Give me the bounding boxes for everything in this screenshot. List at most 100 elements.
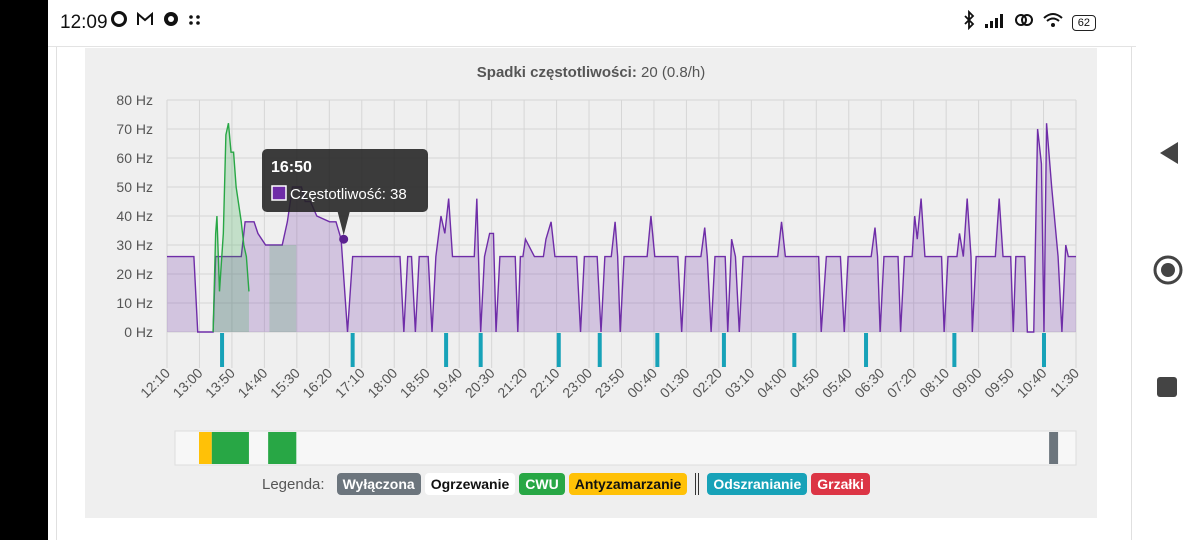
status-bar: 12:09 bbox=[48, 0, 1136, 46]
back-icon[interactable] bbox=[1156, 140, 1180, 171]
x-tick-label: 04:50 bbox=[786, 365, 822, 401]
signal-icon bbox=[984, 11, 1006, 34]
y-tick-label: 80 Hz bbox=[116, 92, 153, 108]
y-tick-label: 30 Hz bbox=[116, 237, 153, 253]
x-tick-label: 19:40 bbox=[429, 365, 465, 401]
legend-title: Legenda: bbox=[262, 475, 325, 493]
sync-icon bbox=[1014, 11, 1034, 34]
mode-bar-track bbox=[174, 430, 1077, 466]
y-tick-label: 70 Hz bbox=[116, 121, 153, 137]
chart-grid bbox=[166, 99, 1077, 368]
tooltip-point bbox=[339, 234, 349, 244]
x-tick-label: 23:00 bbox=[559, 365, 595, 401]
legend-item-antyzamarzanie: Antyzamarzanie bbox=[568, 473, 688, 495]
defrost-marker bbox=[556, 333, 561, 367]
defrost-marker bbox=[952, 333, 957, 367]
legend-item-odszranianie: Odszranianie bbox=[707, 473, 808, 495]
tooltip-swatch bbox=[271, 185, 287, 201]
y-tick-label: 0 Hz bbox=[124, 324, 153, 340]
y-tick-label: 50 Hz bbox=[116, 179, 153, 195]
chrome-icon bbox=[162, 10, 180, 33]
legend-item-cwu: CWU bbox=[519, 473, 565, 495]
legend: Legenda: Wyłączona Ogrzewanie CWU Antyza… bbox=[262, 472, 870, 496]
x-tick-label: 16:20 bbox=[299, 365, 335, 401]
x-tick-label: 17:10 bbox=[332, 365, 368, 401]
chart-series bbox=[167, 123, 1076, 333]
legend-separator bbox=[695, 473, 700, 495]
more-dots-icon bbox=[188, 10, 202, 33]
phone-screen: 12:09 bbox=[48, 0, 1136, 540]
frequency-chart[interactable]: 0 Hz 10 Hz 20 Hz 30 Hz 40 Hz 50 Hz 60 Hz 70 Hz 8… bbox=[48, 0, 1136, 540]
series-area bbox=[213, 123, 249, 332]
y-tick-label: 40 Hz bbox=[116, 208, 153, 224]
status-time: 12:09 bbox=[60, 12, 108, 33]
x-tick-label: 14:40 bbox=[234, 365, 270, 401]
chart-subtitle: Spadki częstotliwości: 20 (0.8/h) bbox=[85, 64, 1097, 81]
defrost-marker bbox=[444, 333, 449, 367]
tooltip-box bbox=[262, 149, 428, 212]
defrost-marker bbox=[792, 333, 797, 367]
mode-bar-segment bbox=[211, 432, 249, 464]
x-tick-label: 09:00 bbox=[949, 365, 985, 401]
home-icon[interactable] bbox=[1152, 254, 1184, 291]
x-tick-label: 09:50 bbox=[981, 365, 1017, 401]
x-tick-label: 00:40 bbox=[624, 365, 660, 401]
x-tick-label: 23:50 bbox=[592, 365, 628, 401]
y-axis-labels: 0 Hz 10 Hz 20 Hz 30 Hz 40 Hz 50 Hz 60 Hz 70 Hz 8… bbox=[116, 92, 153, 340]
x-tick-label: 12:10 bbox=[137, 365, 173, 401]
mode-bar-segment bbox=[268, 432, 297, 464]
defrost-marker bbox=[478, 333, 483, 367]
mode-bar-segment bbox=[1049, 432, 1059, 464]
y-tick-label: 60 Hz bbox=[116, 150, 153, 166]
x-tick-label: 22:10 bbox=[527, 365, 563, 401]
defrost-marker bbox=[220, 333, 225, 367]
defrost-marker bbox=[864, 333, 869, 367]
x-tick-label: 21:20 bbox=[494, 365, 530, 401]
x-tick-label: 06:30 bbox=[851, 365, 887, 401]
x-tick-label: 20:30 bbox=[462, 365, 498, 401]
series-line bbox=[212, 123, 250, 333]
x-tick-label: 04:00 bbox=[754, 365, 790, 401]
legend-item-grzalki: Grzałki bbox=[811, 473, 870, 495]
defrost-marker bbox=[655, 333, 660, 367]
chart-tooltip: 16:50 Częstotliwość: 38 bbox=[262, 149, 428, 244]
series-area bbox=[269, 245, 297, 332]
series-line bbox=[167, 123, 1076, 333]
x-tick-label: 03:10 bbox=[721, 365, 757, 401]
legend-item-wylaczona: Wyłączona bbox=[336, 473, 421, 495]
status-separator bbox=[48, 46, 1136, 47]
mode-bar-segment bbox=[199, 432, 212, 464]
x-tick-label: 05:40 bbox=[819, 365, 855, 401]
recents-icon[interactable] bbox=[1156, 376, 1178, 403]
mode-bar bbox=[174, 430, 1077, 466]
x-tick-label: 13:00 bbox=[169, 365, 205, 401]
tooltip-time: 16:50 bbox=[271, 159, 312, 176]
circle-icon bbox=[110, 10, 128, 33]
x-tick-label: 11:30 bbox=[1047, 365, 1083, 401]
navigation-bar bbox=[1136, 0, 1200, 540]
defrost-marker bbox=[1041, 333, 1046, 367]
defrost-marker bbox=[597, 333, 602, 367]
subtitle-label: Spadki częstotliwości: bbox=[476, 64, 637, 81]
defrost-marker bbox=[721, 333, 726, 367]
bluetooth-icon bbox=[962, 9, 976, 35]
battery-icon: 62 bbox=[1071, 14, 1096, 31]
wifi-icon bbox=[1042, 11, 1064, 34]
x-tick-label: 13:50 bbox=[202, 365, 238, 401]
defrost-marker bbox=[350, 333, 355, 367]
x-tick-label: 15:30 bbox=[267, 365, 303, 401]
x-tick-label: 18:00 bbox=[364, 365, 400, 401]
x-tick-label: 07:20 bbox=[884, 365, 920, 401]
x-tick-label: 10:40 bbox=[1014, 365, 1050, 401]
gmail-icon bbox=[136, 11, 154, 32]
x-tick-label: 02:20 bbox=[689, 365, 725, 401]
y-tick-label: 20 Hz bbox=[116, 266, 153, 282]
x-axis-labels: 12:1013:0013:5014:4015:3016:2017:1018:00… bbox=[137, 365, 1082, 401]
content-card bbox=[56, 47, 1132, 540]
tooltip-label: Częstotliwość: 38 bbox=[290, 186, 407, 203]
y-tick-label: 10 Hz bbox=[116, 295, 153, 311]
legend-item-ogrzewanie: Ogrzewanie bbox=[424, 473, 516, 495]
defrost-markers bbox=[220, 333, 1046, 367]
series-area bbox=[167, 123, 1076, 332]
x-tick-label: 18:50 bbox=[397, 365, 433, 401]
